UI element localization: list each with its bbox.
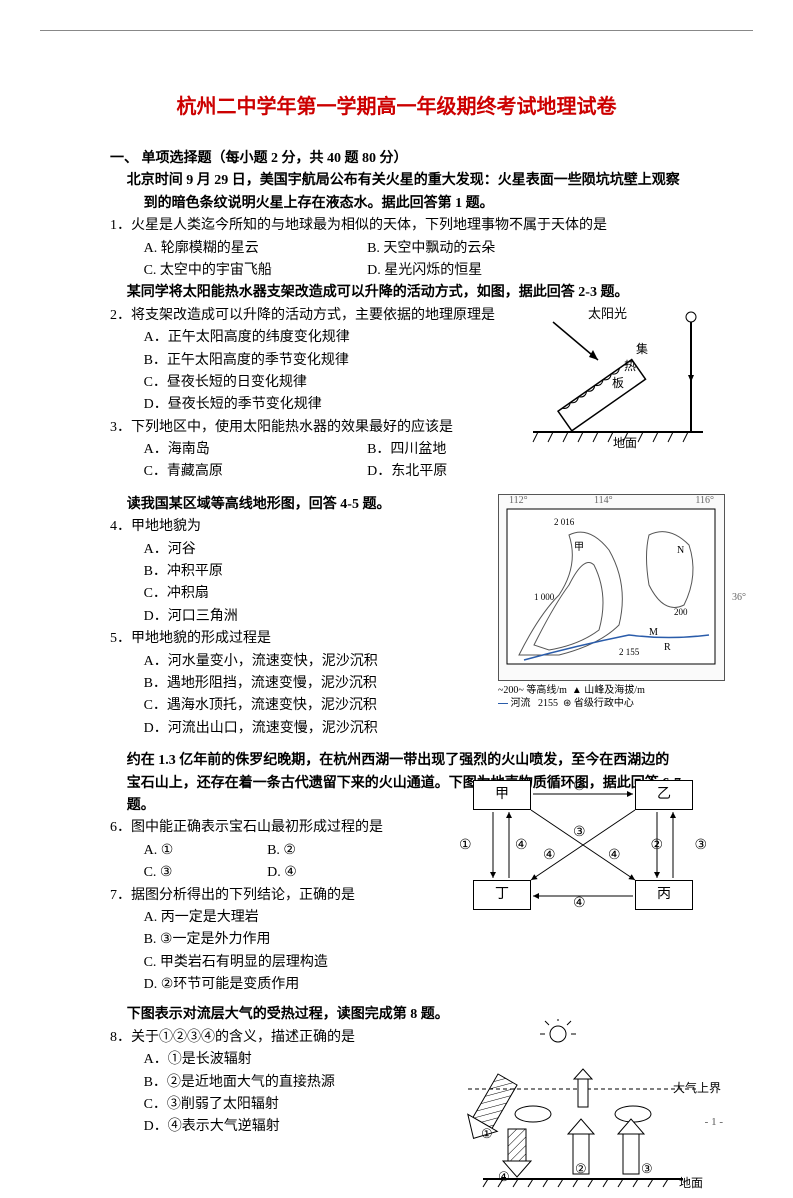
q6-A: A. ① (144, 840, 264, 862)
q1-A: A. 轮廓模糊的星云 (144, 238, 364, 260)
q3-C: C．青藏高原 (144, 461, 364, 483)
q1-opts-row2: C. 太空中的宇宙飞船 D. 星光闪烁的恒星 (110, 260, 683, 282)
q6-D: D. ④ (267, 862, 387, 884)
q1-D: D. 星光闪烁的恒星 (367, 260, 587, 282)
page-number: - 1 - (705, 1114, 723, 1132)
svg-text:甲: 甲 (574, 542, 584, 553)
label-ji: 集 (636, 340, 648, 359)
label-re: 热 (624, 357, 636, 376)
svg-text:2 155: 2 155 (619, 647, 640, 657)
a-1: ① (481, 1124, 493, 1145)
exam-page: 杭州二中学年第一学期高一年级期终考试地理试卷 一、 单项选择题（每小题 2 分，… (40, 30, 753, 1169)
q7-C: C. 甲类岩石有明显的层理构造 (110, 952, 683, 974)
figure-atmosphere: ① ② ③ ④ 大气上界 地面 (463, 1019, 703, 1189)
svg-text:N: N (677, 545, 684, 556)
q3-row2: C．青藏高原 D．东北平原 (110, 461, 683, 483)
svg-text:200: 200 (674, 607, 688, 617)
lon1: 112° (509, 493, 528, 509)
svg-text:2 016: 2 016 (554, 517, 575, 527)
legend-peak: 山峰及海拔/m (584, 685, 645, 696)
legend-peak-val: 2155 (538, 698, 558, 709)
block-q8: 下图表示对流层大气的受热过程，读图完成第 8 题。 8．关于①②③④的含义，描述… (110, 1004, 683, 1138)
lbl-4btm: ④ (573, 893, 586, 915)
q7-D: D. ②环节可能是变质作用 (110, 974, 683, 996)
svg-text:R: R (664, 642, 671, 653)
svg-text:M: M (649, 627, 658, 638)
q5-D: D．河流出山口，流速变慢，泥沙沉积 (110, 718, 683, 740)
q3-A: A．海南岛 (144, 439, 364, 461)
lon2: 114° (594, 493, 613, 509)
lbl-2r: ② (650, 835, 663, 857)
intro-q1: 北京时间 9 月 29 日，美国宇航局公布有关火星的重大发现：火星表面一些陨坑坑… (110, 170, 683, 215)
q6-C: C. ③ (144, 862, 264, 884)
legend-star: 省级行政中心 (574, 698, 634, 709)
block-q2-3: 某同学将太阳能热水器支架改造成可以升降的活动方式，如图，据此回答 2-3 题。 … (110, 282, 683, 484)
block-q4-5: 读我国某区域等高线地形图，回答 4-5 题。 4．甲地地貌为 A．河谷 B．冲积… (110, 494, 683, 740)
q3-D: D．东北平原 (367, 461, 587, 483)
a-3: ③ (641, 1159, 653, 1180)
page-title: 杭州二中学年第一学期高一年级期终考试地理试卷 (110, 91, 683, 123)
lbl-4b: ④ (543, 845, 556, 867)
a-2: ② (575, 1159, 587, 1180)
q1-stem: 1．火星是人类迄今所知的与地球最为相似的天体，下列地理事物不属于天体的是 (110, 215, 683, 237)
q6-B: B. ② (267, 840, 387, 862)
legend-contour: 等高线/m (526, 685, 567, 696)
q7-B: B. ③一定是外力作用 (110, 929, 683, 951)
lbl-2: ② (573, 776, 586, 798)
label-ground: 地面 (613, 434, 637, 453)
lbl-3: ③ (573, 822, 586, 844)
section-header: 一、 单项选择题（每小题 2 分，共 40 题 80 分） (110, 148, 683, 170)
lbl-ground: 地面 (679, 1174, 703, 1193)
lbl-4a: ④ (515, 835, 528, 857)
label-ban: 板 (612, 374, 624, 393)
figure-solar-heater: 太阳光 集 热 板 地面 (523, 302, 713, 452)
q1-B: B. 天空中飘动的云朵 (367, 238, 587, 260)
lbl-1: ① (459, 835, 472, 857)
a-4: ④ (498, 1167, 510, 1188)
lat1: 36° (732, 590, 746, 606)
label-sun: 太阳光 (588, 304, 627, 325)
figure-contour-map: 甲 N M R 2 016 1 000 200 2 155 112° 114° … (498, 494, 723, 710)
lbl-4c: ④ (608, 845, 621, 867)
q1-C: C. 太空中的宇宙飞船 (144, 260, 364, 282)
svg-text:1 000: 1 000 (534, 592, 555, 602)
block-q6-7: 约在 1.3 亿年前的侏罗纪晚期，在杭州西湖一带出现了强烈的火山喷发，至今在西湖… (110, 750, 683, 996)
lbl-3r: ③ (694, 835, 707, 857)
figure-rock-cycle: 甲 乙 丁 丙 ① ② ③ ④ (453, 780, 713, 910)
legend-river: 河流 (511, 698, 531, 709)
legend-contour-sym: ~200~ (498, 685, 524, 696)
lon3: 116° (695, 493, 714, 509)
lbl-top: 大气上界 (673, 1079, 721, 1098)
q1-opts-row1: A. 轮廓模糊的星云 B. 天空中飘动的云朵 (110, 238, 683, 260)
q7-A: A. 丙一定是大理岩 (110, 907, 683, 929)
